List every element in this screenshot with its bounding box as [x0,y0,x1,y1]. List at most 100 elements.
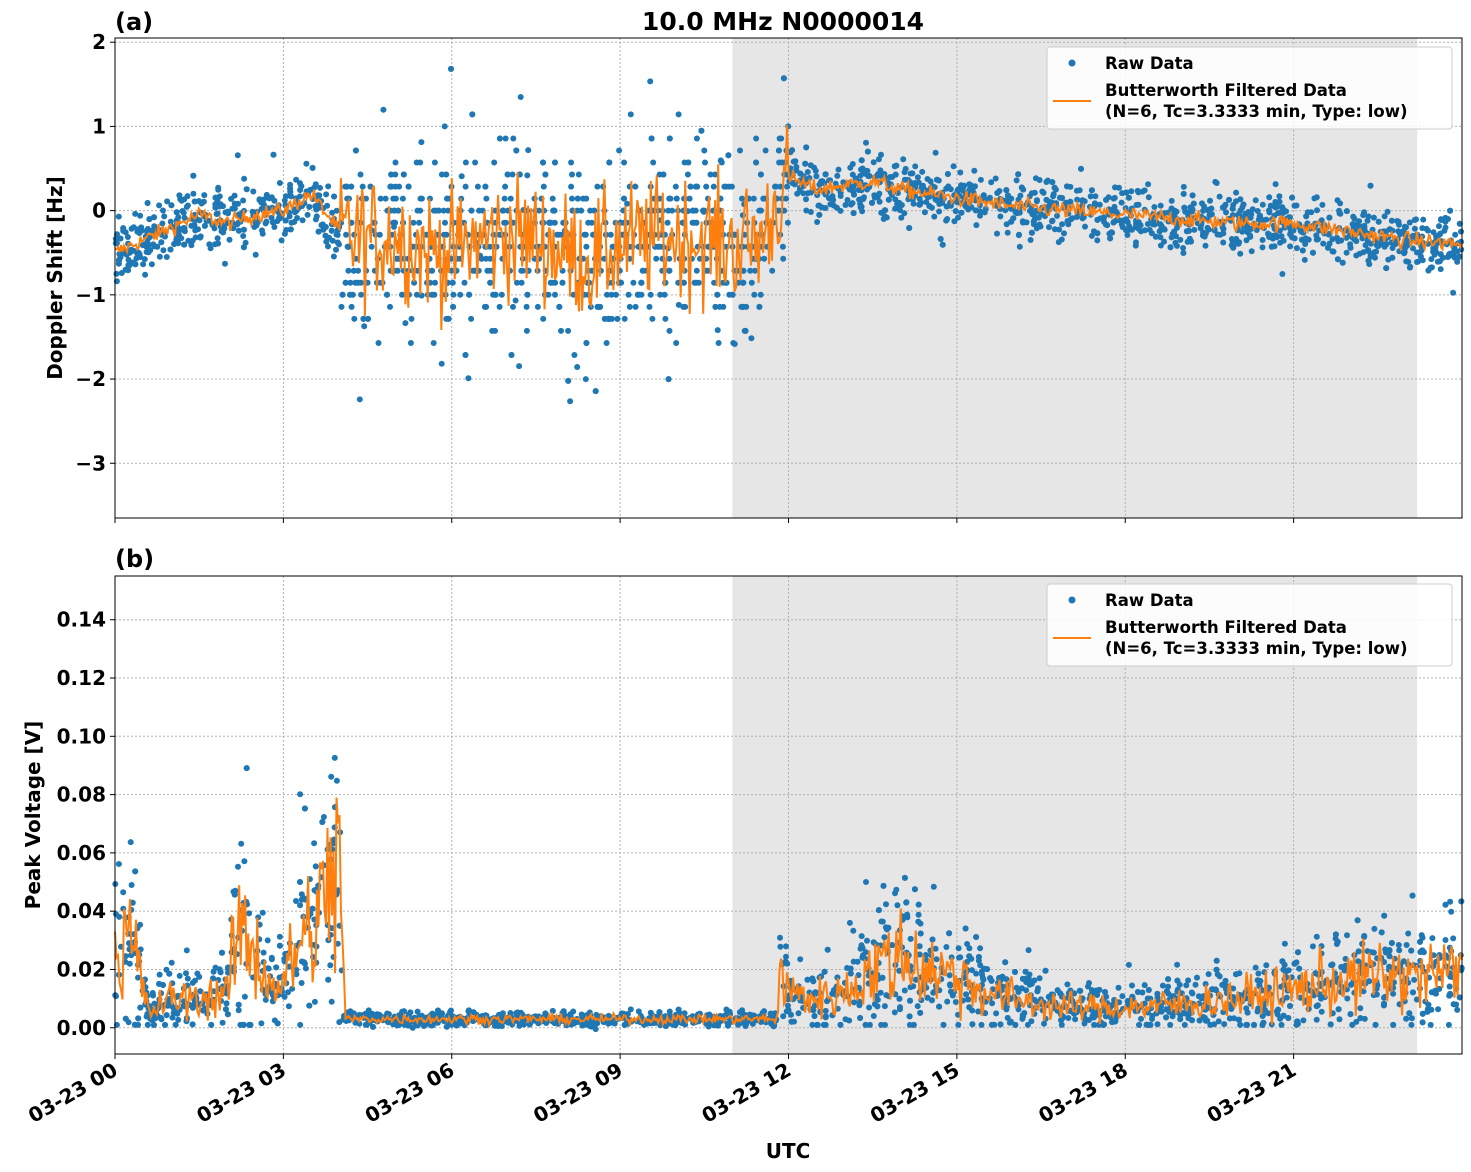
panel-b-raw-data-point [465,1007,472,1014]
panel-b-raw-data-point [1336,1016,1343,1023]
panel-a-raw-data-point [1273,234,1280,241]
panel-a-raw-data-point [944,216,951,222]
panel-b-raw-data-point [978,1021,985,1028]
panel-b-raw-data-point [989,1000,996,1007]
panel-a-raw-data-point [1326,214,1333,221]
panel-a-raw-data-point [1187,238,1194,244]
panel-a-raw-data-point [498,291,505,298]
panel-b-raw-data-point [1419,1010,1426,1017]
panel-a-raw-data-point [1015,171,1022,178]
panel-a-raw-data-point [1247,214,1254,221]
panel-b-raw-data-point [915,911,922,918]
panel-a-raw-data-point [1106,230,1113,237]
panel-a-raw-data-point [375,340,382,346]
panel-a-raw-data-point [348,183,355,190]
panel-a-raw-data-point [206,241,213,248]
panel-a-raw-data-point [1337,200,1344,207]
panel-a-raw-data-point [777,183,784,190]
panel-a-raw-data-point [565,377,572,384]
panel-a-raw-data-point [1436,223,1442,230]
panel-a-raw-data-point [262,220,269,227]
panel-a-raw-data-point [128,225,135,232]
panel-a-raw-data-point [882,207,888,214]
panel-a-raw-data-point [413,291,420,298]
panel-a-raw-data-point [966,186,973,193]
panel-a-raw-data-point [914,174,921,181]
panel-b-raw-data-point [870,1013,877,1019]
panel-a-raw-data-point [502,135,509,142]
panel-a-raw-data-point [603,340,610,346]
panel-b-raw-data-point [135,974,141,981]
panel-a-raw-data-point [1101,214,1108,221]
panel-a-raw-data-point [135,249,142,256]
panel-a-raw-data-point [1027,237,1034,243]
panel-b-raw-data-point [847,970,854,977]
panel-a-raw-data-point [1160,225,1167,232]
panel-a-raw-data-point [462,159,469,166]
panel-a-raw-data-point [858,157,865,164]
panel-a-raw-data-point [309,164,316,171]
panel-a-raw-data-point [1054,212,1060,219]
panel-a-raw-data-point [1458,228,1464,235]
panel-b-raw-data-point [917,1009,924,1016]
panel-a-raw-data-point [1276,193,1283,200]
panel-a-raw-data-point [565,327,572,334]
panel-a-raw-data-point [592,388,599,395]
panel-a-raw-data-point [1094,237,1101,244]
panel-b-raw-data-point [944,998,951,1005]
panel-a-raw-data-point [1303,213,1310,220]
panel-b-raw-data-point [1427,1021,1434,1028]
panel-a-raw-data-point [276,214,283,221]
panel-a-raw-data-point [487,255,494,262]
panel-a-raw-data-point [661,291,668,298]
panel-a-raw-data-point [932,149,939,156]
panel-a-raw-data-point [832,180,839,187]
panel-b-raw-data-point [824,946,831,953]
panel-a-raw-data-point [680,303,687,310]
panel-a-raw-data-point [1395,218,1402,225]
panel-a-raw-data-point [1334,256,1341,263]
panel-a-raw-data-point [486,267,493,274]
panel-a-raw-data-point [909,170,916,177]
panel-b-raw-data-point [1181,1010,1188,1017]
panel-a-raw-data-point [328,227,335,234]
panel-a-raw-data-point [512,297,519,304]
panel-a-raw-data-point [775,207,782,214]
panel-b-raw-data-point [1192,981,1199,988]
panel-a-raw-data-point [901,169,908,176]
panel-a-raw-data-point [672,183,679,190]
panel-b-raw-data-point [783,953,789,960]
panel-a-raw-data-point [756,303,763,310]
panel-b-raw-data-point [1361,933,1368,939]
panel-a-raw-data-point [1414,259,1420,265]
panel-a-raw-data-point [657,291,664,298]
panel-a-raw-data-point [666,135,673,142]
panel-a-raw-data-point [1458,246,1465,253]
panel-a-raw-data-point [1267,232,1274,239]
panel-b-raw-data-point [1355,948,1362,955]
panel-a-raw-data-point [912,163,919,170]
panel-a-raw-data-point [1411,225,1418,232]
panel-a-raw-data-point [885,196,892,203]
panel-a-raw-data-point [213,211,220,217]
panel-a-raw-data-point [1013,177,1020,184]
panel-b-raw-data-point [453,1022,460,1029]
panel-a-raw-data-point [835,166,842,173]
panel-b-raw-data-point [1259,1021,1266,1028]
panel-a-raw-data-point [1189,192,1196,199]
panel-a-raw-data-point [757,171,764,178]
panel-b-raw-data-point [821,968,828,975]
panel-a-raw-data-point [1337,210,1344,217]
panel-a-raw-data-point [457,291,464,298]
panel-a-raw-data-point [1171,228,1178,235]
panel-a-raw-data-point [266,195,273,202]
panel-a-raw-data-point [438,360,445,367]
panel-a-raw-data-point [710,183,717,190]
panel-a-raw-data-point [1110,219,1117,226]
panel-a-raw-data-point [1013,210,1020,217]
panel-a-raw-data-point [775,147,782,154]
panel-b-raw-data-point [964,959,970,965]
panel-b-raw-data-point [1119,993,1126,1000]
panel-a-raw-data-point [779,243,786,250]
panel-a-raw-data-point [347,291,354,298]
